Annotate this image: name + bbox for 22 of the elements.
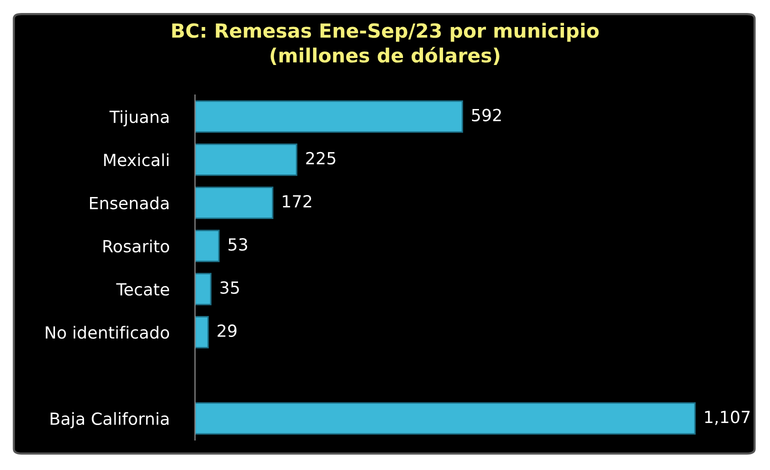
bar <box>195 402 696 435</box>
chart-title: BC: Remesas Ene-Sep/23 por municipio (millones de dólares) <box>172 22 599 65</box>
y-tick-label: Ensenada <box>90 196 168 210</box>
data-label: 592 <box>472 108 501 122</box>
y-tick-label: Mexicali <box>104 153 168 166</box>
data-label: 1,107 <box>705 410 750 425</box>
data-label: 172 <box>282 195 312 208</box>
y-tick-label: Tecate <box>116 283 170 296</box>
y-tick-label: Baja California <box>50 412 168 428</box>
bar <box>195 272 212 306</box>
y-tick-label: Tijuana <box>109 110 168 126</box>
bar <box>195 230 220 262</box>
data-label: 53 <box>228 238 248 251</box>
data-label: 29 <box>218 324 236 338</box>
bar <box>195 143 298 176</box>
data-label: 225 <box>306 152 336 165</box>
bar <box>195 316 209 348</box>
data-label: 35 <box>220 281 239 294</box>
y-tick-label: Rosarito <box>103 240 170 253</box>
bar <box>195 186 274 220</box>
bar <box>195 100 464 133</box>
y-tick-label: No identificado <box>46 326 170 339</box>
